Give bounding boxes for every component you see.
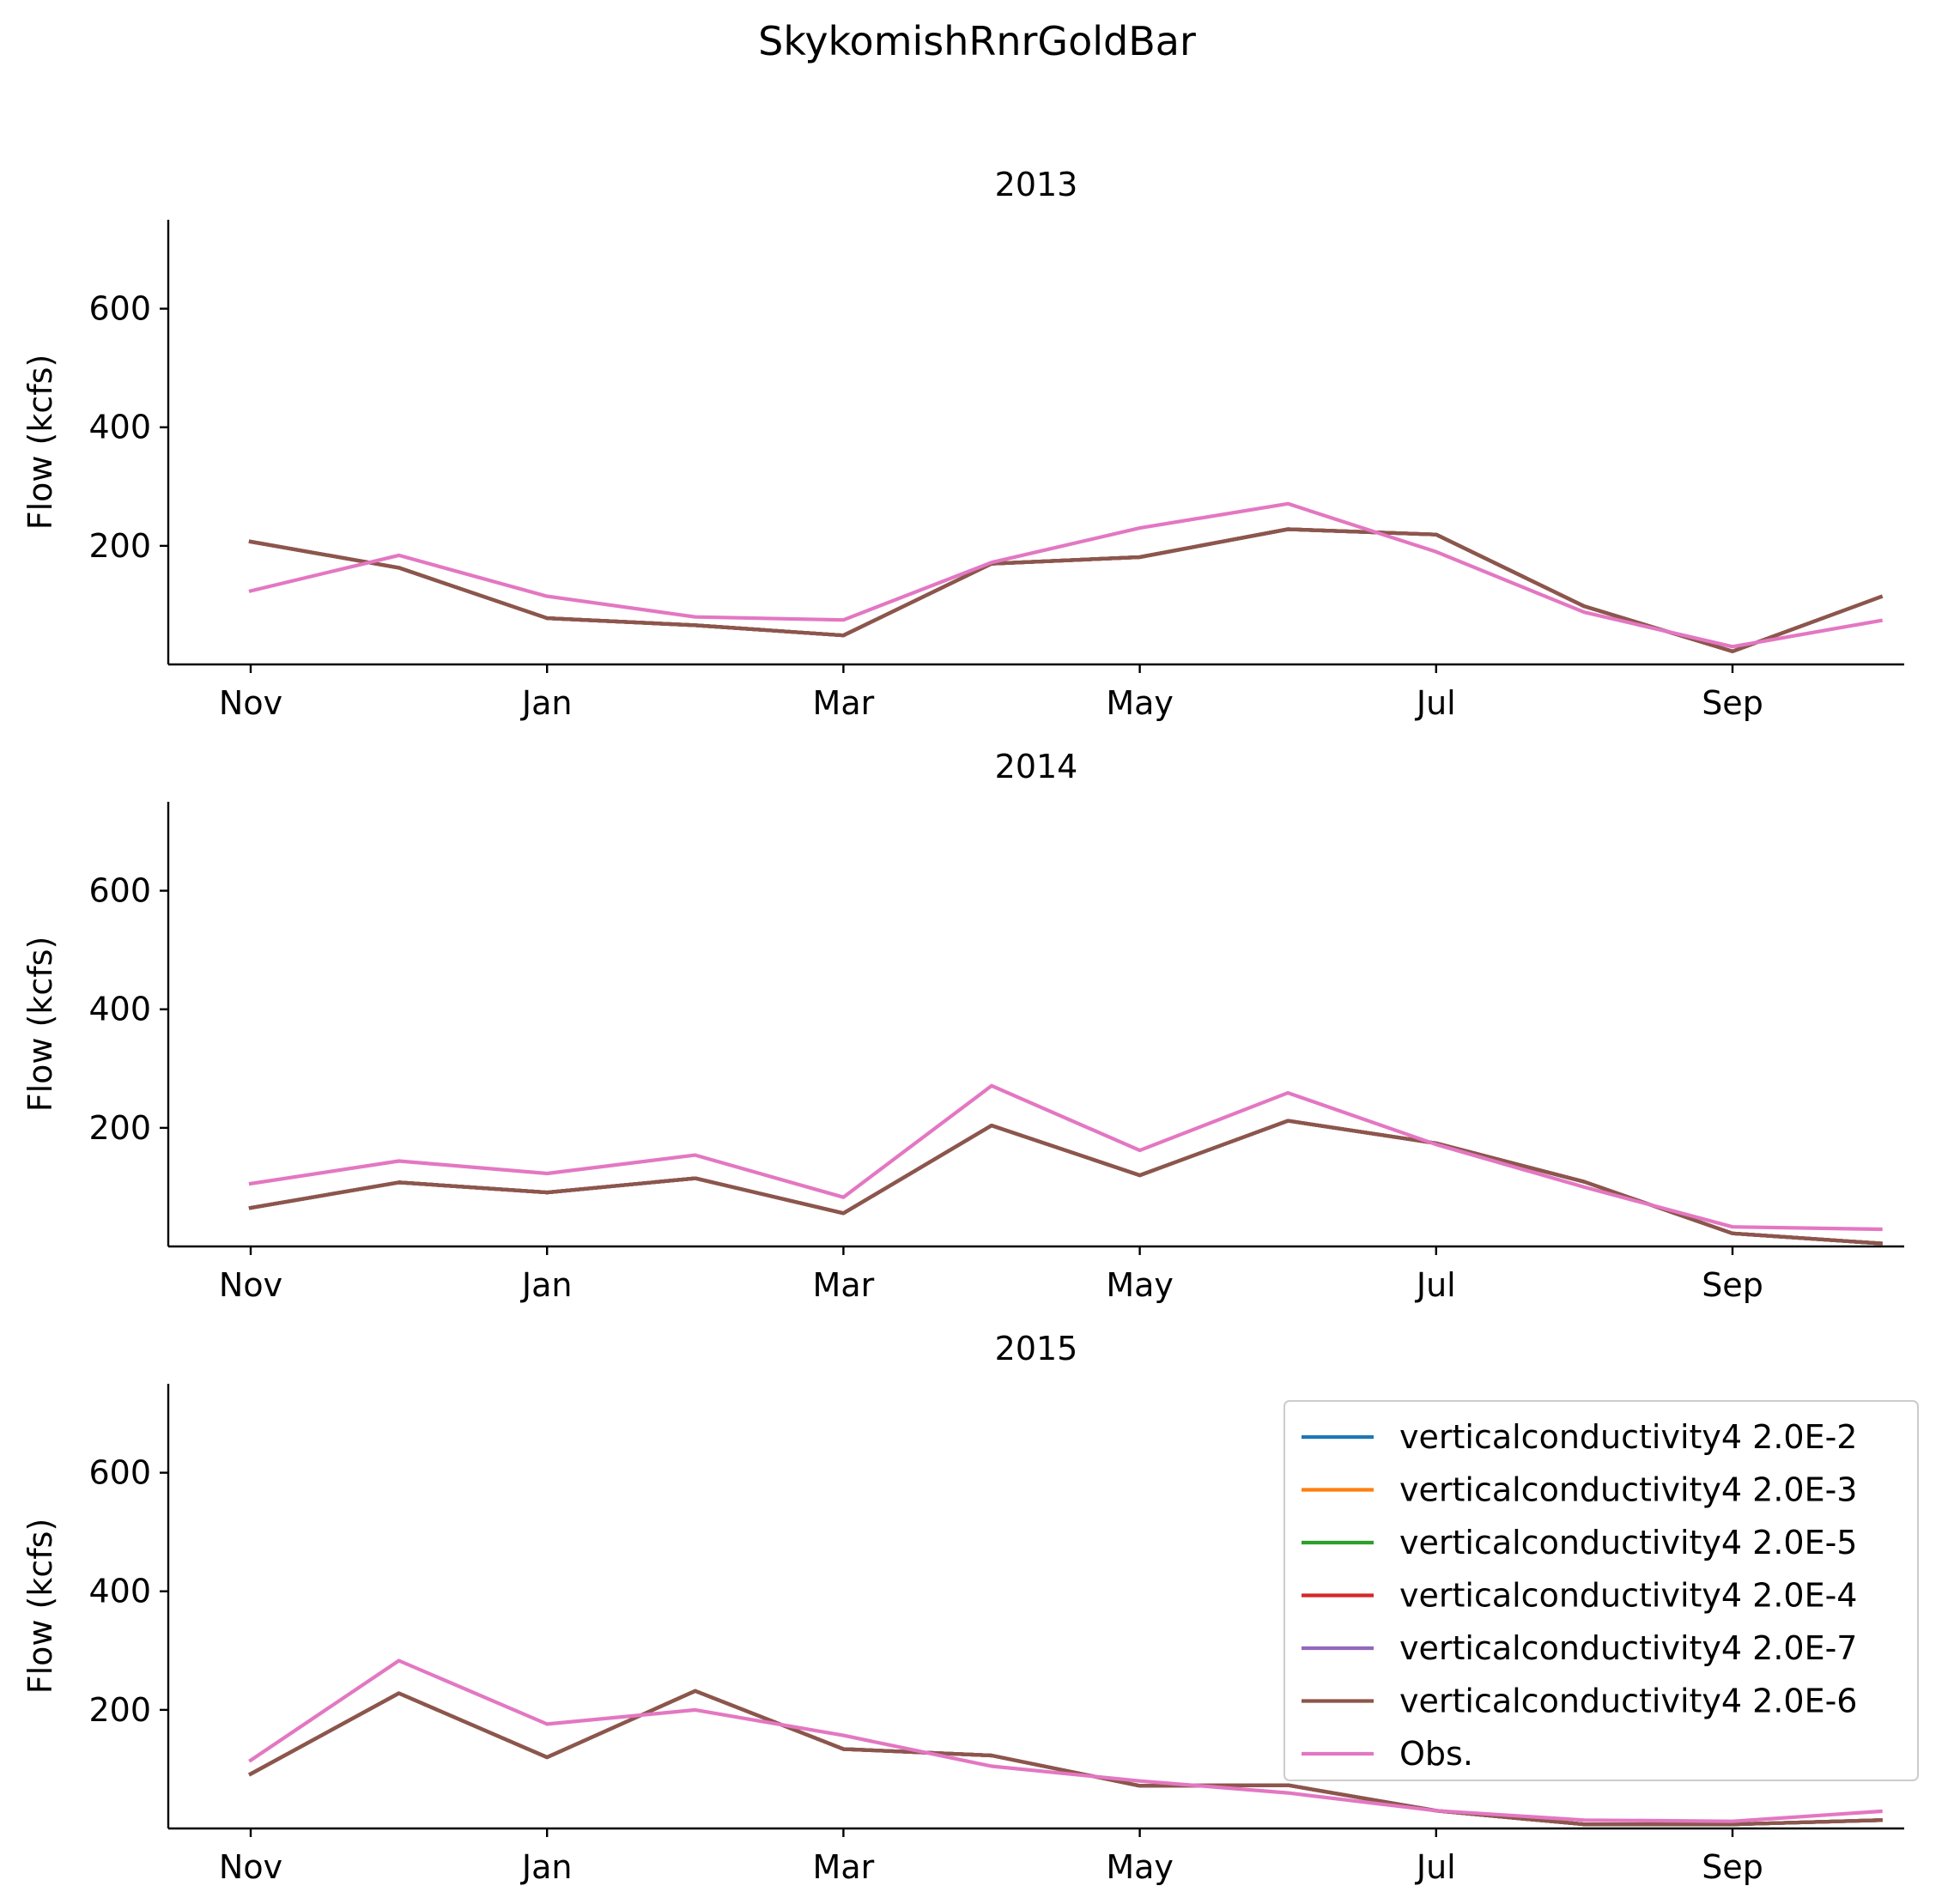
series-line-obs [248,1658,1883,1823]
series-line-verticalconductivity4-2-0e-3 [248,527,1884,653]
subplot-title: 2015 [995,1330,1078,1367]
series-line-obs [248,1083,1883,1232]
subplot-2014: 2014 200 400 600 Nov Jan Mar May Jul Sep Flow (kcf… [21,748,1904,1304]
series-line-verticalconductivity4-2-0e-3 [248,1119,1883,1246]
x-tick-label: Nov [219,1266,282,1304]
subplot-grid: 2013 200 400 600 Nov Jan Mar May Jul Sep Flow (kcf… [21,166,1919,1886]
legend-label: verticalconductivity4 2.0E-4 [1399,1577,1857,1615]
x-tick-label: Mar [813,1848,875,1886]
y-axis-label: Flow (kcfs) [21,355,59,531]
y-axis-label: Flow (kcfs) [21,1519,59,1695]
legend-label: Obs. [1399,1735,1473,1773]
legend-label: verticalconductivity4 2.0E-6 [1399,1683,1857,1720]
series-line-obs [248,501,1884,649]
y-tick-label: 600 [88,872,151,910]
y-tick-label: 400 [88,991,151,1028]
y-tick-label: 200 [88,1109,151,1147]
y-tick-label: 200 [88,1691,151,1729]
x-tick-label: Jul [1415,1848,1456,1886]
series-line-verticalconductivity4-2-0e-6 [248,527,1884,653]
series-line-verticalconductivity4-2-0e-4 [248,1119,1883,1246]
x-tick-label: Jul [1415,684,1456,722]
x-tick-label: Sep [1702,684,1763,722]
subplot-2013: 2013 200 400 600 Nov Jan Mar May Jul Sep Flow (kcf… [21,166,1904,722]
legend-label: verticalconductivity4 2.0E-5 [1399,1524,1857,1561]
y-tick-label: 200 [88,527,151,565]
subplot-title: 2013 [995,166,1078,203]
figure-title: SkykomishRnrGoldBar [758,18,1196,64]
subplot-2015: 2015 200 400 600 Nov Jan Mar May Jul Sep Flow (kcf… [21,1330,1919,1886]
x-tick-label: May [1106,1266,1174,1304]
x-tick-label: May [1106,1848,1174,1886]
series-line-verticalconductivity4-2-0e-7 [248,1119,1883,1246]
y-tick-label: 600 [88,1454,151,1492]
legend-frame [1283,1400,1919,1781]
legend-label: verticalconductivity4 2.0E-7 [1399,1629,1857,1667]
series-line-verticalconductivity4-2-0e-2 [248,1119,1883,1246]
series-line-verticalconductivity4-2-0e-5 [248,527,1884,653]
x-tick-label: Jan [520,684,573,722]
series-line-verticalconductivity4-2-0e-2 [248,527,1884,653]
x-tick-label: Mar [813,1266,875,1304]
y-tick-label: 400 [88,409,151,446]
series-line-verticalconductivity4-2-0e-7 [248,527,1884,653]
legend: verticalconductivity4 2.0E-2 verticalcond… [1283,1400,1919,1781]
series-line-verticalconductivity4-2-0e-4 [248,527,1884,653]
x-tick-label: Sep [1702,1848,1763,1886]
series-line-verticalconductivity4-2-0e-6 [248,1119,1883,1246]
legend-label: verticalconductivity4 2.0E-2 [1399,1418,1857,1456]
series-line-verticalconductivity4-2-0e-5 [248,1119,1883,1246]
subplot-title: 2014 [995,748,1078,785]
y-tick-label: 600 [88,290,151,328]
x-tick-label: Mar [813,684,875,722]
legend-label: verticalconductivity4 2.0E-3 [1399,1471,1857,1509]
x-tick-label: Nov [219,1848,282,1886]
x-tick-label: Jan [520,1848,573,1886]
y-axis-label: Flow (kcfs) [21,937,59,1113]
x-tick-label: Jul [1415,1266,1456,1304]
x-tick-label: Jan [520,1266,573,1304]
series-line-verticalconductivity4-2-0e-6 [248,1689,1883,1827]
x-tick-label: Sep [1702,1266,1763,1304]
x-tick-label: Nov [219,684,282,722]
y-tick-label: 400 [88,1573,151,1610]
x-tick-label: May [1106,684,1174,722]
